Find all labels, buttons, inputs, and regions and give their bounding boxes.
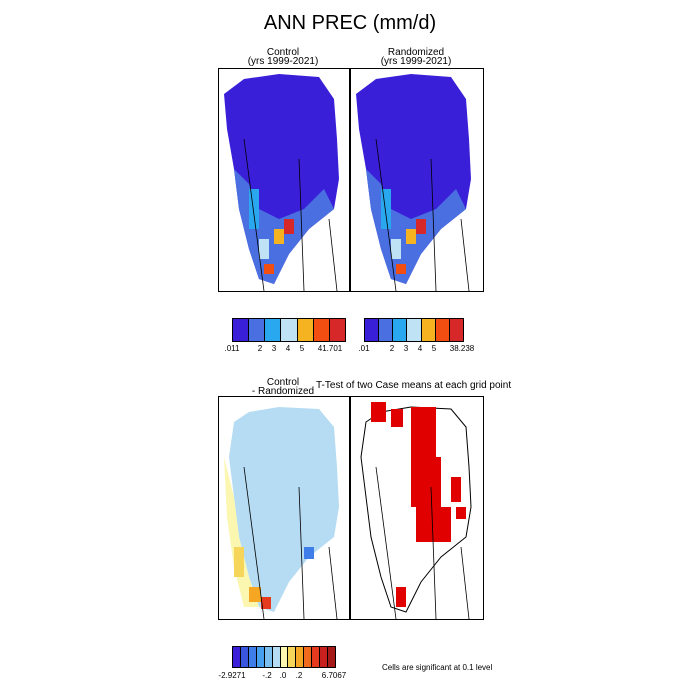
- cbar-control-tick: 41.701: [317, 344, 343, 353]
- cbar-control-tick: 2: [257, 344, 263, 353]
- cbar-randomized-tick: 5: [431, 344, 437, 353]
- colorbar-randomized: [364, 318, 464, 342]
- control-title-line2: (yrs 1999-2021): [247, 56, 319, 67]
- difference-title-line2: - Randomized: [251, 386, 315, 397]
- randomized-map: [356, 74, 471, 291]
- cbar-control-tick: 4: [285, 344, 291, 353]
- control-title-line1: Control: [266, 47, 300, 58]
- cbar-difference-tick: .2: [295, 671, 303, 680]
- difference-title-line1: Control: [266, 377, 300, 388]
- cbar-control-tick: 5: [299, 344, 305, 353]
- ttest-map-panel: [350, 396, 484, 620]
- control-map: [224, 74, 339, 291]
- control-map-panel: [218, 68, 350, 292]
- randomized-panel-title: Randomized (yrs 1999-2021): [350, 47, 482, 67]
- difference-map-panel: [218, 396, 350, 620]
- ttest-map: [360, 402, 472, 619]
- cbar-difference-tick: -.2: [262, 671, 272, 680]
- difference-panel-title: Control - Randomized: [218, 377, 348, 397]
- cbar-randomized-tick: .01: [358, 344, 370, 353]
- ttest-panel-title: T-Test of two Case means at each grid po…: [316, 380, 512, 391]
- cbar-control-tick: .011: [224, 344, 240, 353]
- control-panel-title: Control (yrs 1999-2021): [218, 47, 348, 67]
- randomized-title-line2: (yrs 1999-2021): [380, 56, 452, 67]
- cbar-control-tick: 3: [271, 344, 277, 353]
- cbar-difference-tick: -2.9271: [218, 671, 246, 680]
- difference-map: [224, 407, 339, 619]
- cbar-randomized-tick: 2: [389, 344, 395, 353]
- cbar-randomized-tick: 4: [417, 344, 423, 353]
- figure-title: ANN PREC (mm/d): [263, 12, 437, 34]
- cbar-difference-tick: .0: [279, 671, 287, 680]
- randomized-map-panel: [350, 68, 484, 292]
- colorbar-control: [232, 318, 346, 342]
- significance-note: Cells are significant at 0.1 level: [382, 663, 493, 672]
- randomized-title-line1: Randomized: [387, 47, 445, 58]
- cbar-randomized-tick: 3: [403, 344, 409, 353]
- cbar-difference-tick: 6.7067: [321, 671, 347, 680]
- cbar-randomized-tick: 38.238: [449, 344, 475, 353]
- colorbar-difference: [232, 646, 336, 668]
